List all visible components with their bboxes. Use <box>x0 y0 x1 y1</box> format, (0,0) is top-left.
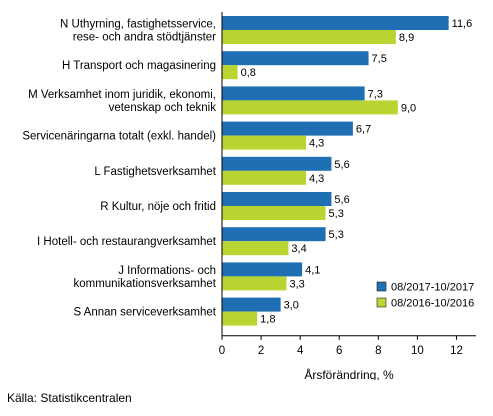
value-label: 4,1 <box>305 264 320 276</box>
category-label: M Verksamhet inom juridik, ekonomi, veten… <box>28 89 216 114</box>
value-label: 7,5 <box>372 53 387 65</box>
bar-current <box>222 227 326 242</box>
value-label: 3,3 <box>289 278 304 290</box>
value-label: 5,3 <box>329 229 344 241</box>
bar-current <box>222 51 369 66</box>
category-label: S Annan serviceverksamhet <box>73 307 216 319</box>
category-label: L Fastighetsverksamhet <box>94 166 216 178</box>
legend-label: 08/2017-10/2017 <box>391 282 474 294</box>
category-label: Servicenäringarna totalt (exkl. handel) <box>22 131 216 143</box>
bar-current <box>222 297 281 312</box>
bar-previous <box>222 170 307 185</box>
value-label: 0,8 <box>241 67 256 79</box>
bar-current <box>222 16 449 30</box>
value-label: 3,0 <box>284 300 299 312</box>
bar-previous <box>222 241 289 256</box>
x-tick-label: 2 <box>258 345 264 357</box>
value-label: 7,3 <box>368 88 383 100</box>
bar-current <box>222 121 353 136</box>
bar-current <box>222 192 332 206</box>
category-label: J Informations- och kommunikationsverksam… <box>73 265 216 290</box>
bar-chart: N Uthyrning, fastighetsservice, rese- och… <box>22 12 476 380</box>
bar-current <box>222 156 332 171</box>
value-label: 4,3 <box>309 173 324 185</box>
value-label: 6,7 <box>356 124 371 136</box>
category-label: N Uthyrning, fastighetsservice, rese- och… <box>60 19 216 44</box>
x-tick-label: 8 <box>375 345 381 357</box>
value-label: 3,4 <box>291 243 306 255</box>
value-label: 9,0 <box>401 102 416 114</box>
bar-previous <box>222 100 398 115</box>
bar-previous <box>222 65 238 80</box>
legend: 08/2017-10/2017 08/2016-10/2016 <box>376 281 474 310</box>
value-label: 5,6 <box>334 159 349 171</box>
category-label: I Hotell- och restaurangverksamhet <box>37 236 217 248</box>
x-axis-title: Årsförändring, % <box>304 367 394 380</box>
bar-current <box>222 86 365 101</box>
category-label: R Kultur, nöje och fritid <box>100 201 216 213</box>
value-label: 1,8 <box>260 314 275 326</box>
category-labels: N Uthyrning, fastighetsservice, rese- och… <box>22 19 216 319</box>
value-label: 8,9 <box>399 32 414 44</box>
bar-previous <box>222 135 307 150</box>
x-tick-label: 0 <box>219 345 225 357</box>
x-tick-label: 12 <box>450 345 463 357</box>
bar-previous <box>222 311 258 326</box>
value-label: 11,6 <box>452 18 473 30</box>
value-label: 5,3 <box>329 208 344 220</box>
category-label: H Transport och magasinering <box>62 60 216 72</box>
legend-label: 08/2016-10/2016 <box>391 298 474 310</box>
value-label: 5,6 <box>334 194 349 206</box>
source-note: Källa: Statistikcentralen <box>7 391 132 405</box>
x-tick-label: 10 <box>411 345 424 357</box>
x-axis-ticks: 0 2 4 6 8 10 12 <box>219 335 463 357</box>
bar-previous <box>222 276 287 291</box>
bar-current <box>222 262 303 277</box>
bar-previous <box>222 206 326 220</box>
legend-swatch <box>376 297 387 308</box>
legend-swatch <box>376 281 387 292</box>
value-labels: 11,6 8,9 7,5 0,8 7,3 9,0 6,7 4,3 5,6 4,3 5,6 5,3 5,3… <box>241 18 473 326</box>
bar-previous <box>222 30 396 44</box>
value-label: 4,3 <box>309 138 324 150</box>
bars <box>222 16 449 326</box>
x-tick-label: 6 <box>336 345 342 357</box>
x-tick-label: 4 <box>297 345 304 357</box>
